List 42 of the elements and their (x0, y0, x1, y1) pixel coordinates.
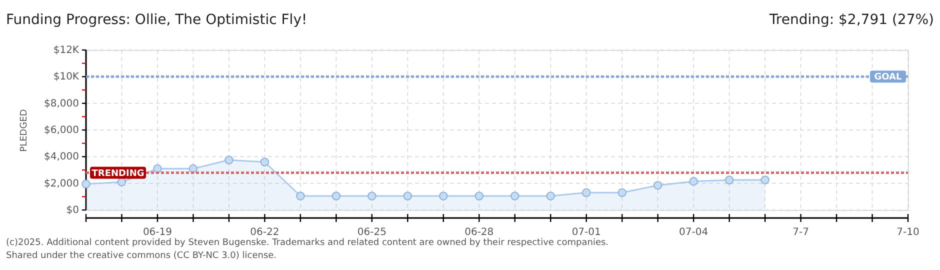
point (368, 192, 376, 200)
point (117, 178, 126, 186)
y-tick-label: $12K (53, 45, 80, 56)
x-tick-label: 06-25 (357, 227, 386, 238)
x-tick-label: 7-7 (792, 227, 809, 238)
y-tick-label: $10K (53, 72, 80, 83)
chart-subtitle: Trending: $2,791 (27%) (768, 12, 934, 28)
y-tick-label: $2,000 (44, 178, 79, 190)
point (188, 164, 198, 174)
point (332, 192, 341, 200)
ref-line-label: GOAL (874, 72, 902, 83)
point (653, 180, 662, 190)
point (153, 164, 162, 174)
y-tick-label: $0 (66, 205, 79, 216)
point (403, 192, 412, 200)
point (724, 176, 734, 184)
x-tick-label: 07-01 (572, 227, 601, 238)
point (760, 176, 770, 184)
y-axis-title: PLEDGED (20, 109, 30, 152)
point (510, 192, 520, 200)
point (474, 192, 484, 200)
text: Shared under the creative commons (CC BY-NC 3.0) license. (6, 251, 277, 261)
x-tick-label: 07-04 (679, 227, 708, 238)
x-tick-label: 06-19 (142, 227, 172, 238)
x-tick-label: 06-28 (464, 227, 494, 238)
x-tick-label: 06-22 (250, 227, 280, 238)
point (546, 192, 555, 200)
point (618, 188, 626, 198)
point (260, 158, 270, 166)
point (224, 156, 234, 164)
point (689, 176, 698, 186)
point (82, 180, 90, 188)
point (439, 192, 448, 200)
x-tick-label: 7-10 (896, 227, 920, 238)
text: (c)2025. Additional content provided by Steven Bugenske. Trademarks and related content are owned by their respective companies. (6, 238, 609, 248)
y-tick-label: $8,000 (44, 98, 79, 110)
y-tick-label: $6,000 (44, 125, 79, 136)
y-tick-label: $4,000 (44, 152, 79, 163)
chart-title: Funding Progress: Ollie, The Optimistic Fly! (6, 12, 308, 28)
point (296, 192, 305, 200)
ref-line-label: TRENDING (92, 168, 144, 179)
point (582, 188, 591, 198)
